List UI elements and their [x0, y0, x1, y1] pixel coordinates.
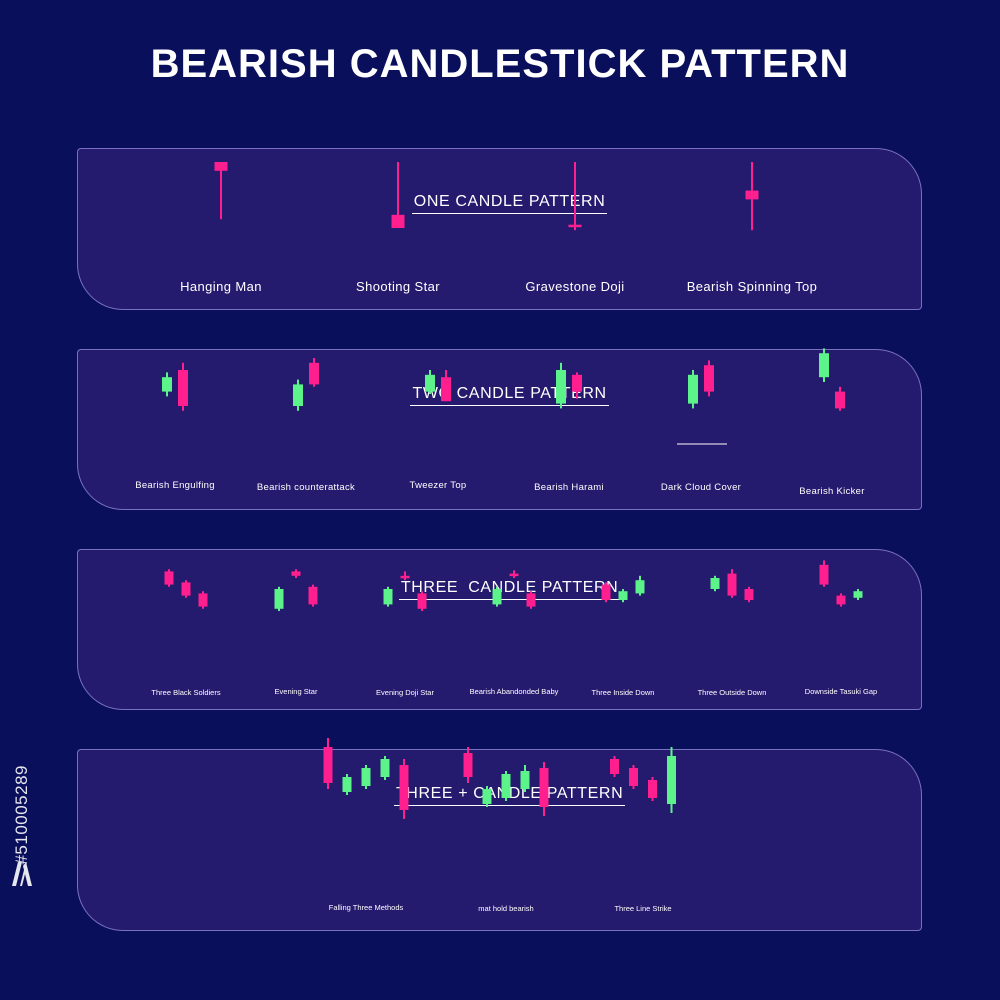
pattern-label: Evening Doji Star — [376, 688, 434, 697]
panel-two-candle-pattern: TWO CANDLE PATTERN — [77, 349, 922, 510]
panel-three-plus-candle-pattern: THREE + CANDLE PATTERN — [77, 749, 922, 931]
pattern-label: Bearish Spinning Top — [686, 279, 818, 294]
panel-three-candle-pattern: THREE CANDLE PATTERN — [77, 549, 922, 710]
section-title: TWO CANDLE PATTERN — [78, 367, 921, 424]
adobe-stock-logo-icon — [12, 862, 32, 886]
pattern-label: Evening Star — [274, 687, 318, 696]
page-title: BEARISH CANDLESTICK PATTERN — [150, 42, 850, 86]
pattern-label: Three Outside Down — [697, 688, 767, 697]
panel-one-candle-pattern: ONE CANDLE PATTERN — [77, 148, 922, 310]
section-title: THREE CANDLE PATTERN — [78, 561, 921, 618]
pattern-label: Falling Three Methods — [328, 903, 404, 912]
pattern-label: Three Line Strike — [614, 904, 672, 913]
pattern-label: Bearish counterattack — [256, 482, 356, 493]
section-title: THREE + CANDLE PATTERN — [78, 767, 921, 824]
pattern-label: Bearish Harami — [534, 482, 604, 493]
section-title: ONE CANDLE PATTERN — [78, 175, 921, 232]
pattern-label: Shooting Star — [356, 279, 440, 294]
pattern-label: Hanging Man — [180, 279, 262, 294]
pattern-label: mat hold bearish — [478, 904, 534, 913]
pattern-label: Gravestone Doji — [525, 279, 625, 294]
pattern-label: Tweezer Top — [409, 480, 467, 491]
pattern-label: Bearish Kicker — [799, 486, 865, 497]
pattern-label: Three Black Soldiers — [151, 688, 221, 697]
pattern-label: Three Inside Down — [591, 688, 655, 697]
pattern-label: Dark Cloud Cover — [660, 482, 742, 493]
pattern-label: Downside Tasuki Gap — [804, 687, 878, 696]
stock-image-id: #510005289 — [12, 765, 31, 865]
pattern-label: Bearish Engulfing — [135, 480, 215, 491]
pattern-label: Bearish Abandonded Baby — [469, 687, 559, 696]
